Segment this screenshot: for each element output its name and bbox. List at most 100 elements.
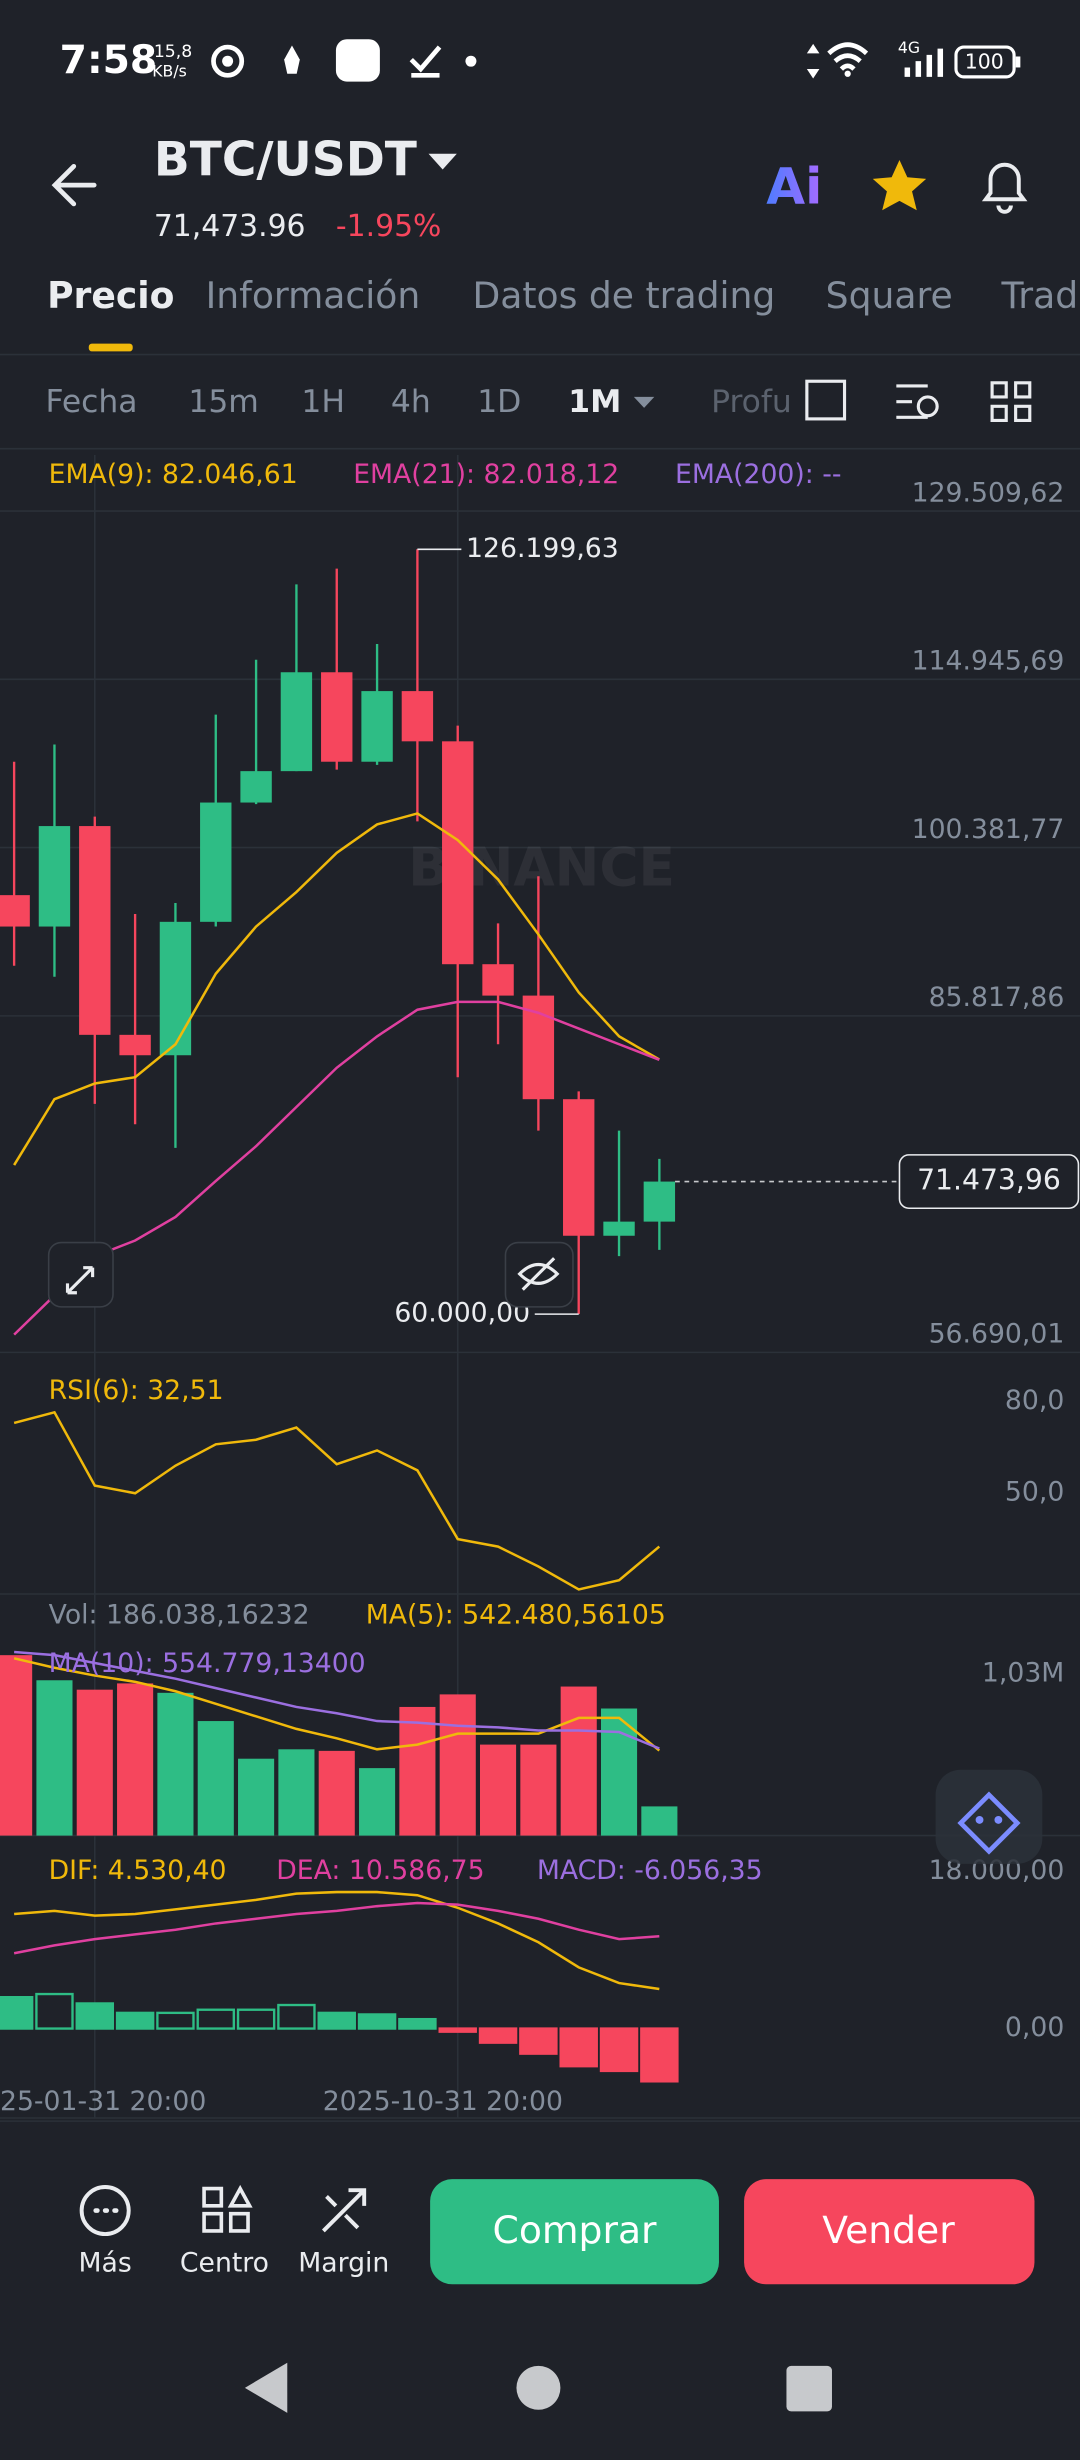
- chart-area: 25-01-31 20:00 2025-10-31 20:00 129.509,62…: [0, 454, 1080, 2119]
- buy-label[interactable]: Comprar: [493, 2208, 658, 2252]
- candle-body: [38, 826, 71, 927]
- ema-line: [13, 812, 660, 1166]
- nav-recents[interactable]: [786, 2365, 832, 2412]
- candle-body: [361, 691, 393, 762]
- candle-body: [79, 826, 111, 1035]
- timeframe[interactable]: 1M: [568, 384, 621, 420]
- back-button[interactable]: [51, 163, 97, 207]
- nav-label[interactable]: Más: [79, 2247, 132, 2278]
- volume-legend: Vol: 186.038,16232: [49, 1599, 310, 1630]
- timeframe-bar: Fecha 15m 1H 4h 1D 1M Profu: [46, 384, 792, 420]
- chart-tool-icon[interactable]: [805, 379, 847, 421]
- y-tick-label: 1,03M: [982, 1657, 1064, 1688]
- indicator-icon[interactable]: [896, 384, 928, 419]
- legend-entry: EMA(21): 82.018,12: [353, 459, 619, 490]
- fullscreen-button[interactable]: [47, 1241, 114, 1308]
- macd-bar: [236, 2008, 276, 2030]
- macd-bar: [398, 2017, 437, 2030]
- hide-button[interactable]: [517, 1257, 560, 1291]
- annotation-label: 126.199,63: [466, 533, 619, 564]
- macd-bar: [559, 2027, 598, 2068]
- battery-level: 100: [965, 50, 1004, 74]
- network-type: 4G: [898, 38, 920, 57]
- volume-bar: [117, 1683, 154, 1836]
- timeframe[interactable]: 1H: [301, 384, 345, 420]
- more-icon[interactable]: [79, 2185, 131, 2237]
- macd-bar: [35, 1992, 74, 2030]
- legend-entry: DEA: 10.586,75: [276, 1855, 484, 1886]
- candle-body: [603, 1221, 635, 1236]
- volume-ma-line: [13, 1657, 661, 1752]
- volume-bar: [560, 1686, 597, 1836]
- volume-bar: [278, 1749, 315, 1836]
- sell-button[interactable]: [744, 2179, 1035, 2285]
- volume-bar: [520, 1744, 557, 1836]
- volume-bar: [359, 1768, 396, 1836]
- center-icon[interactable]: [202, 2184, 253, 2233]
- legend-entry: RSI(6): 32,51: [49, 1375, 224, 1406]
- nav-label[interactable]: Margin: [298, 2247, 389, 2278]
- timeframe[interactable]: 15m: [188, 384, 259, 420]
- pair-dropdown[interactable]: [428, 153, 457, 170]
- ai-button[interactable]: Ai: [766, 156, 822, 215]
- macd-bar: [75, 2002, 115, 2030]
- status-icon: [211, 44, 245, 78]
- macd-bar: [196, 2008, 235, 2030]
- fullscreen-button[interactable]: [65, 1266, 95, 1295]
- tab-indicator: [88, 343, 133, 352]
- macd-bar: [599, 2027, 639, 2073]
- sell-label[interactable]: Vender: [822, 2208, 955, 2252]
- x-tick-label: 25-01-31 20:00: [0, 2086, 206, 2117]
- legend-entry: DIF: 4.530,40: [49, 1855, 227, 1886]
- tab[interactable]: Datos de trading: [473, 275, 776, 317]
- legend-entry: MACD: -6.056,35: [537, 1855, 763, 1886]
- timeframe[interactable]: Fecha: [46, 384, 138, 420]
- layout-icon[interactable]: [990, 381, 1032, 423]
- nav-label[interactable]: Centro: [180, 2247, 269, 2278]
- timeframe[interactable]: Profu: [711, 384, 792, 420]
- y-tick-label: 85.817,86: [929, 982, 1065, 1013]
- data-arrows: [806, 43, 820, 79]
- volume-bar: [36, 1680, 73, 1836]
- legend-entry: MA(5): 542.480,56105: [366, 1599, 666, 1630]
- favorite-button[interactable]: [872, 160, 927, 211]
- status-icon: [222, 55, 234, 67]
- tab[interactable]: Square: [826, 275, 953, 317]
- macd-bar: [115, 2011, 155, 2030]
- margin-icon[interactable]: [321, 2188, 367, 2233]
- candle-body: [119, 1034, 151, 1056]
- tab[interactable]: Precio: [47, 275, 174, 317]
- timeframe-dropdown: [633, 396, 655, 408]
- tab[interactable]: Información: [206, 275, 421, 317]
- candle-body: [643, 1181, 676, 1222]
- ai-bot-button[interactable]: [935, 1769, 1043, 1864]
- tab[interactable]: Trad: [1001, 275, 1079, 317]
- timeframe[interactable]: 1D: [477, 384, 521, 420]
- last-price: 71,473.96: [154, 209, 306, 244]
- y-tick-label: 129.509,62: [912, 477, 1065, 508]
- pair-title[interactable]: BTC/USDT: [154, 133, 417, 188]
- volume-bar: [318, 1750, 355, 1836]
- annotation-label: 60.000,00: [394, 1298, 530, 1329]
- nav-home[interactable]: [516, 2365, 561, 2410]
- net-unit: KB/s: [152, 62, 187, 81]
- buy-button[interactable]: [430, 2179, 719, 2285]
- macd-line: [14, 1890, 660, 1991]
- candle-body: [280, 672, 313, 772]
- ai-bot-button: [975, 1815, 984, 1824]
- candle-body: [321, 672, 353, 762]
- ai-bot-button: [994, 1815, 1003, 1824]
- rsi-line: [13, 1410, 661, 1591]
- candle-body: [240, 771, 272, 803]
- nav-back[interactable]: [244, 2362, 288, 2413]
- timeframe[interactable]: 4h: [391, 384, 431, 420]
- indicator-icon[interactable]: [916, 395, 939, 418]
- ai-bot-button[interactable]: [957, 1791, 1021, 1855]
- macd-bar: [519, 2027, 558, 2055]
- y-tick-label: 56.690,01: [929, 1319, 1065, 1350]
- volume-bar: [439, 1694, 476, 1836]
- notification-button[interactable]: [981, 162, 1028, 214]
- macd-bar: [317, 2011, 356, 2030]
